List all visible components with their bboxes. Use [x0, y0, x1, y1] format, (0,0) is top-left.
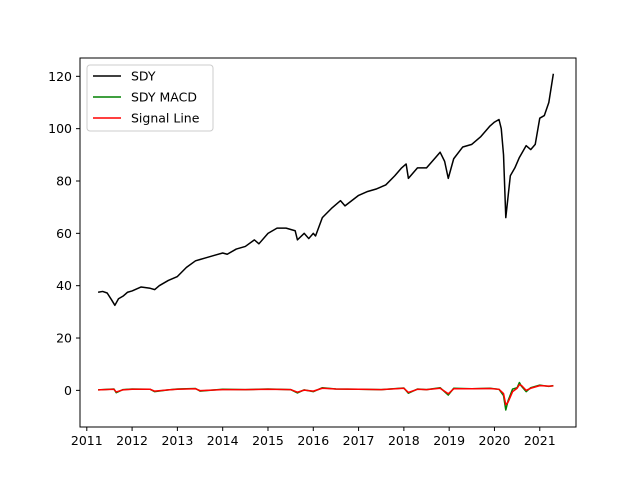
- x-tick-label: 2015: [252, 433, 284, 448]
- series-line-sdy: [97, 73, 555, 307]
- x-tick-label: 2019: [433, 433, 465, 448]
- y-tick-label: 60: [56, 226, 72, 241]
- y-tick-label: 120: [48, 69, 72, 84]
- x-tick-label: 2014: [207, 433, 239, 448]
- x-tick-label: 2017: [343, 433, 375, 448]
- legend-label-sdy: SDY: [131, 69, 156, 84]
- x-tick-label: 2011: [71, 433, 103, 448]
- series-line-signal-line: [98, 383, 554, 406]
- x-tick-label: 2018: [388, 433, 420, 448]
- x-tick-label: 2016: [297, 433, 329, 448]
- legend: SDY SDY MACD Signal Line: [86, 64, 214, 132]
- x-tick-label: 2012: [116, 433, 148, 448]
- legend-box: [86, 64, 214, 132]
- legend-label-signal-line: Signal Line: [131, 111, 200, 126]
- x-tick-label: 2013: [161, 433, 193, 448]
- x-axis: 2011 2012 2013 2014 2015 2016 2017 2018 2019 2020…: [71, 427, 556, 448]
- x-tick-label: 2021: [524, 433, 556, 448]
- plot-frame: [79, 57, 577, 428]
- x-tick-label: 2020: [479, 433, 511, 448]
- y-tick-label: 0: [64, 383, 72, 398]
- series-layer: [97, 73, 555, 411]
- y-tick-label: 40: [56, 278, 72, 293]
- legend-label-sdy-macd: SDY MACD: [131, 90, 197, 105]
- y-tick-label: 20: [56, 331, 72, 346]
- y-tick-label: 80: [56, 174, 72, 189]
- y-axis: 0 20 40 60 80 100 120: [48, 69, 80, 398]
- y-tick-label: 100: [48, 121, 72, 136]
